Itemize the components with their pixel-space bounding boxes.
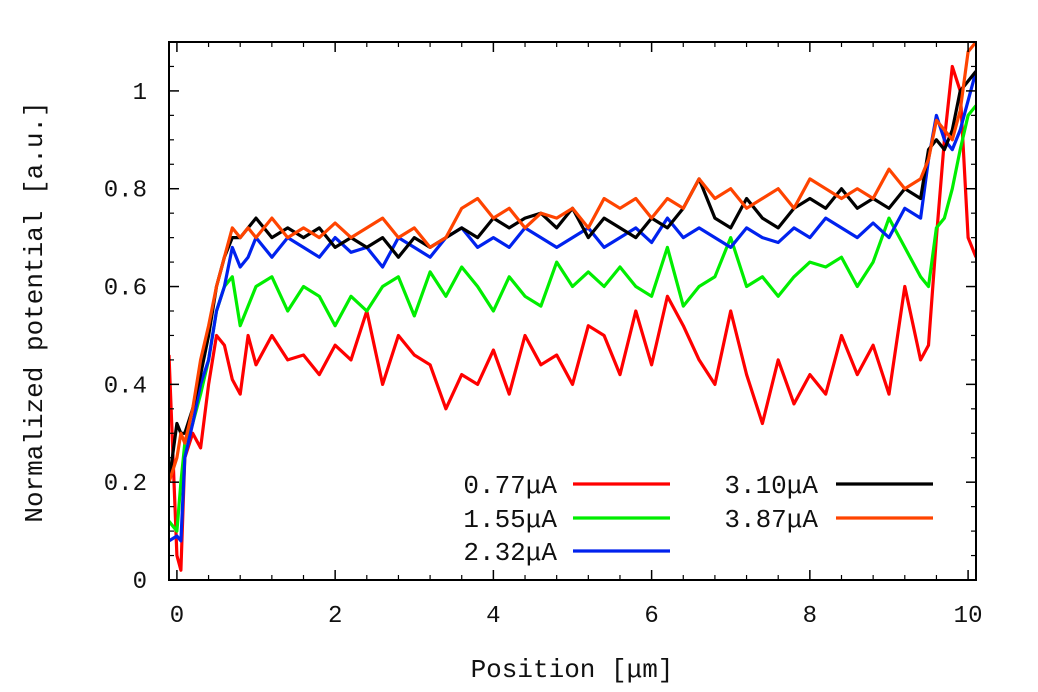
tick-layer: 0 2 4 6 8 10 0 0.2 0.4 0.6 0.8 1: [104, 42, 983, 630]
y-tick-label: 0: [133, 569, 147, 596]
x-tick-label: 6: [644, 603, 658, 630]
series-layer: [169, 42, 976, 572]
series-line-1: [169, 104, 976, 533]
series-line-4: [169, 42, 976, 483]
x-tick-label: 8: [803, 603, 817, 630]
y-tick-label: 0.6: [104, 276, 147, 303]
x-axis-label: Position [μm]: [471, 655, 674, 685]
legend-label: 1.55μA: [463, 505, 557, 535]
x-tick-label: 0: [170, 603, 184, 630]
legend-label: 3.87μA: [724, 505, 818, 535]
x-tick-label: 4: [486, 603, 500, 630]
x-tick-label: 2: [328, 603, 342, 630]
legend-label: 0.77μA: [463, 471, 557, 501]
series-line-2: [169, 70, 976, 543]
y-tick-label: 0.2: [104, 471, 147, 498]
y-tick-label: 0.8: [104, 178, 147, 205]
legend-label: 3.10μA: [724, 471, 818, 501]
y-axis-label: Normalized potential [a.u.]: [20, 101, 50, 522]
legend-label: 2.32μA: [463, 538, 557, 568]
y-tick-label: 1: [133, 80, 147, 107]
x-tick-label: 10: [954, 603, 983, 630]
series-line-0: [169, 64, 976, 572]
y-tick-label: 0.4: [104, 373, 147, 400]
